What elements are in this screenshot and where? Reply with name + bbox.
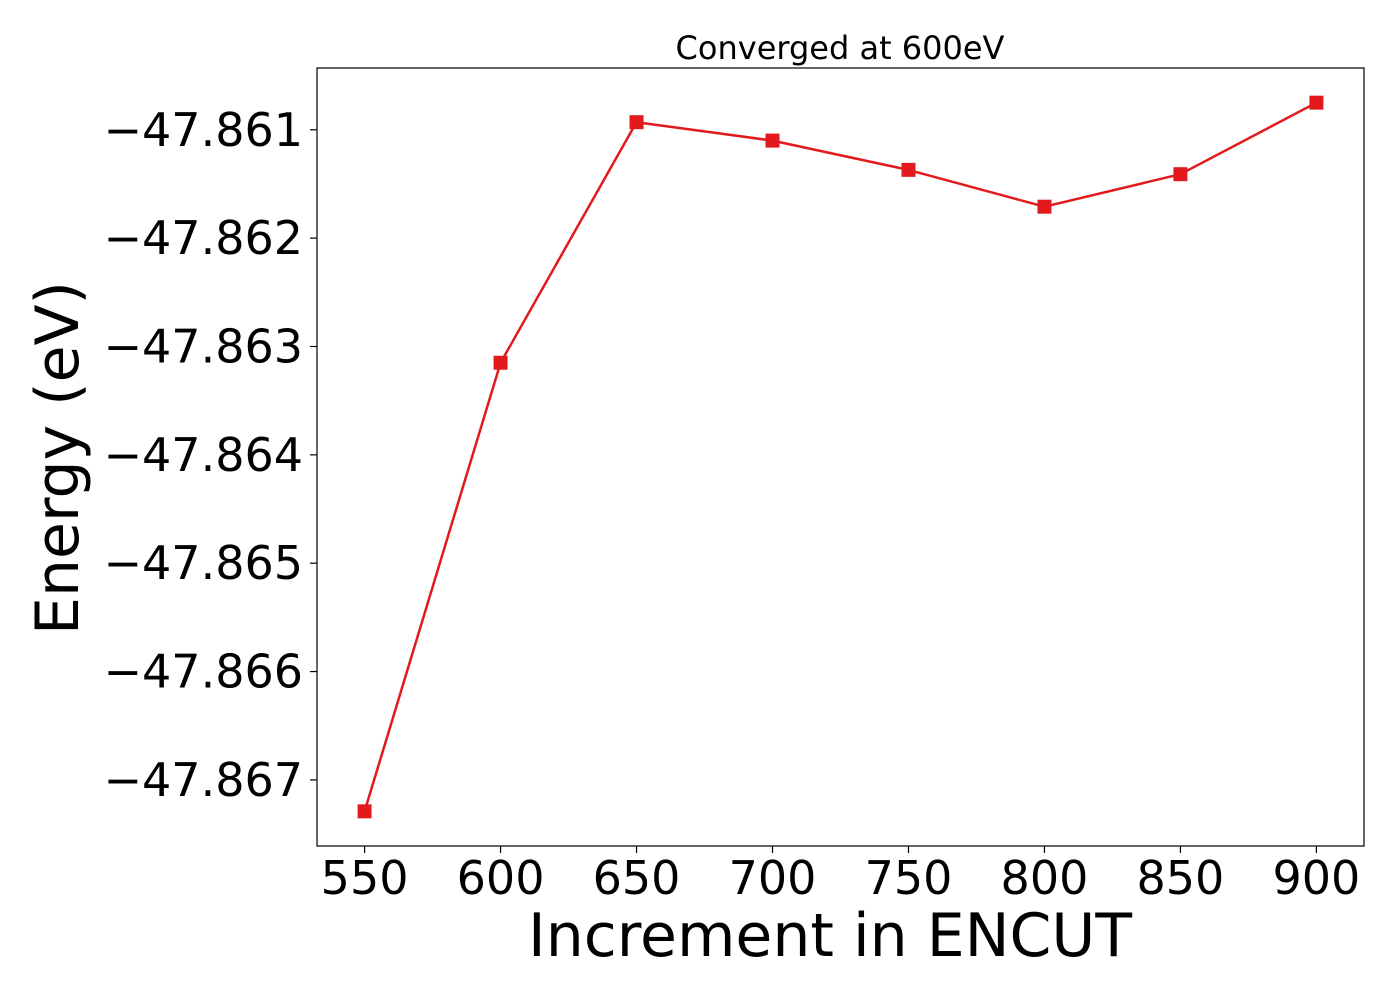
y-tick-label: −47.866 (104, 645, 304, 699)
data-point-marker (357, 804, 372, 819)
series-line (363, 101, 1317, 812)
data-point-marker (1309, 95, 1324, 110)
data-point-marker (1173, 167, 1188, 182)
x-tick-label: 600 (457, 851, 545, 905)
data-point-marker (765, 133, 780, 148)
y-tick-label: −47.862 (104, 211, 304, 265)
y-tick-label: −47.861 (104, 103, 304, 157)
plot-area (316, 67, 1365, 847)
chart-title: Converged at 600eV (676, 29, 1005, 67)
x-tick-label: 900 (1273, 851, 1361, 905)
data-point-marker (1037, 199, 1052, 214)
data-point-marker (629, 115, 644, 130)
data-point-marker (901, 162, 916, 177)
y-tick-label: −47.865 (104, 536, 304, 590)
y-tick-label: −47.863 (104, 319, 304, 373)
data-point-marker (493, 355, 508, 370)
series-layer (357, 95, 1324, 819)
x-axis-ticks: 550 600 650 700 750 800 850 900 (321, 846, 1361, 905)
x-tick-label: 750 (865, 851, 953, 905)
y-axis-ticks: −47.861 −47.862 −47.863 −47.864 −47.865 −47.8… (104, 103, 317, 807)
x-axis-title: Increment in ENCUT (528, 901, 1132, 971)
x-tick-label: 550 (321, 851, 409, 905)
y-tick-label: −47.867 (104, 753, 304, 807)
y-tick-label: −47.864 (104, 428, 304, 482)
x-tick-label: 700 (729, 851, 817, 905)
y-axis-title: Energy (eV) (23, 281, 93, 635)
x-tick-label: 650 (593, 851, 681, 905)
x-tick-label: 850 (1137, 851, 1225, 905)
x-tick-label: 800 (1001, 851, 1089, 905)
